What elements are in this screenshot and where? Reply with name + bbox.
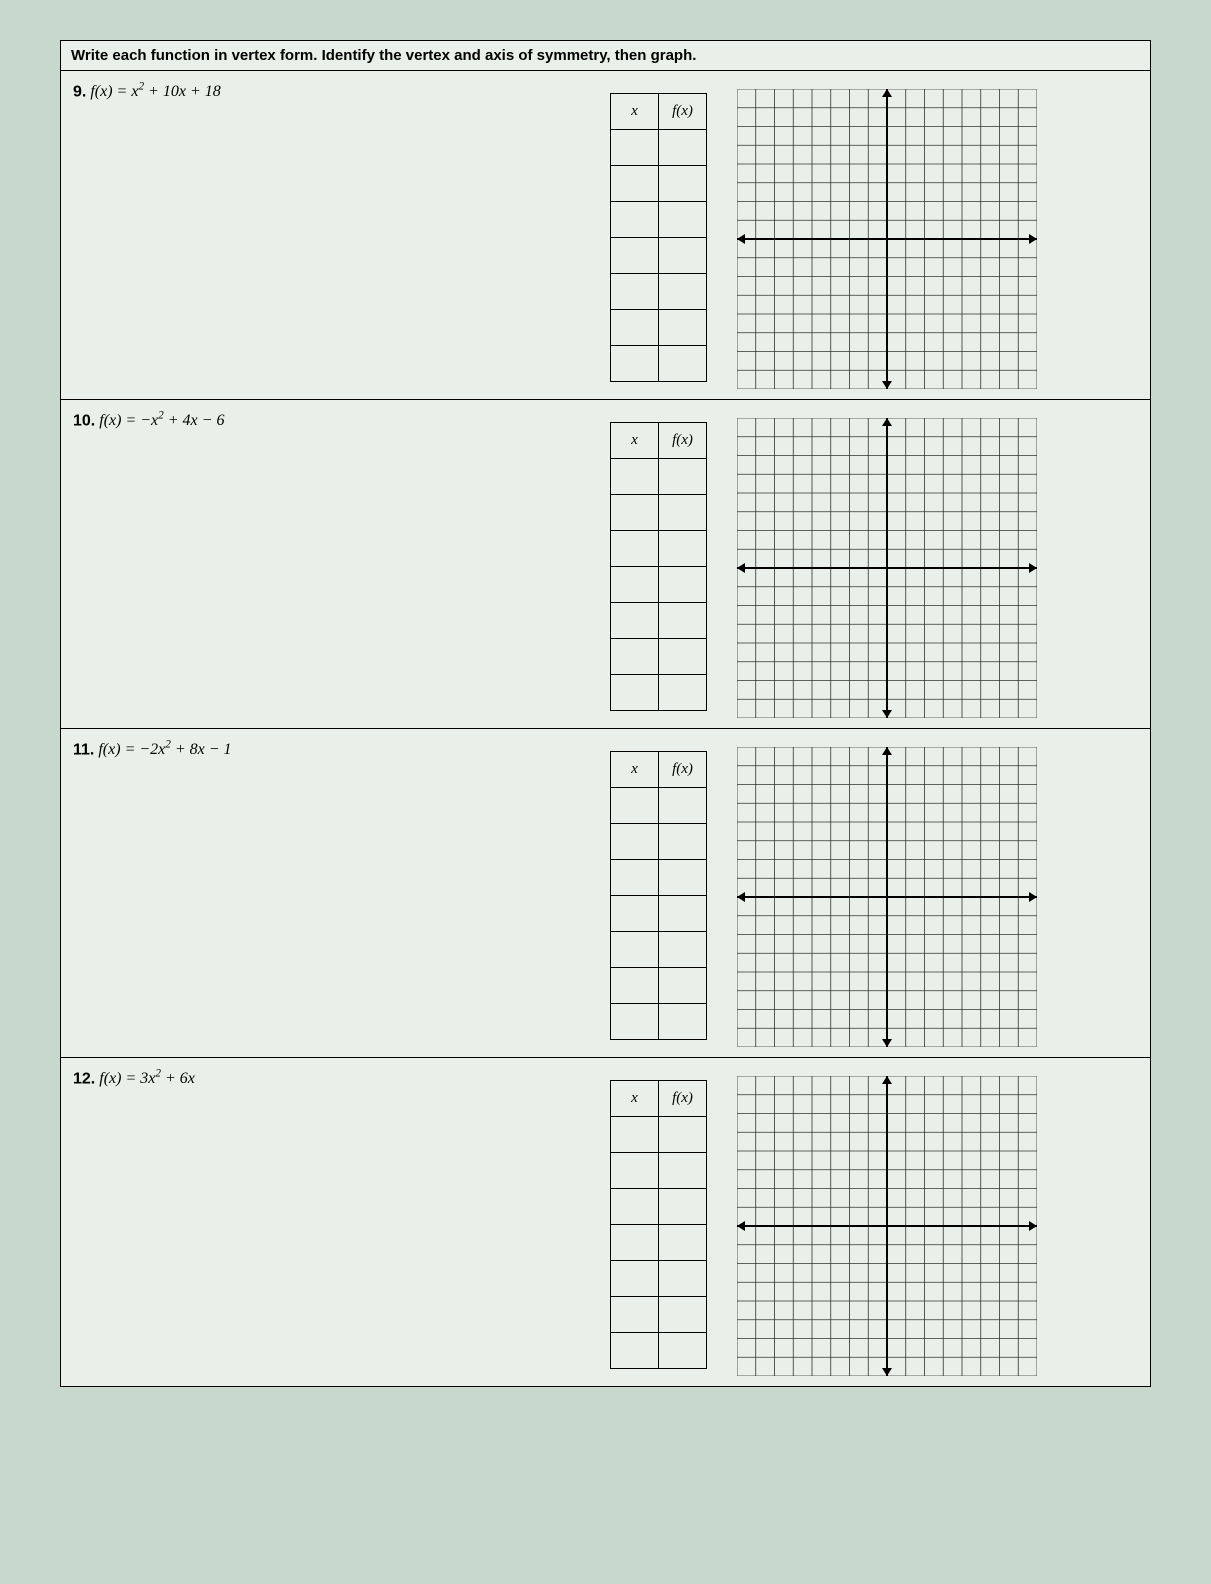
table-cell [611, 238, 659, 274]
table-cell [659, 531, 707, 567]
table-header-fx: f(x) [659, 1081, 707, 1117]
right-area: x f(x) [610, 400, 1150, 728]
table-cell [659, 1297, 707, 1333]
problem-number: 11. [73, 741, 94, 758]
graph-grid [737, 418, 1037, 718]
problem-row: 12. f(x) = 3x2 + 6x x f(x) [61, 1058, 1150, 1386]
table-header-x: x [611, 752, 659, 788]
table-cell [659, 860, 707, 896]
table-cell [659, 1333, 707, 1369]
table-cell [659, 202, 707, 238]
table-cell [611, 1225, 659, 1261]
table-header-fx: f(x) [659, 752, 707, 788]
problem-number: 10. [73, 412, 95, 429]
table-cell [659, 896, 707, 932]
problem-row: 10. f(x) = −x2 + 4x − 6 x f(x) [61, 400, 1150, 729]
table-cell [659, 603, 707, 639]
table-cell [611, 603, 659, 639]
table-header-fx: f(x) [659, 94, 707, 130]
graph-grid [737, 89, 1037, 389]
table-cell [659, 1117, 707, 1153]
table-cell [659, 166, 707, 202]
table-cell [659, 824, 707, 860]
table-cell [611, 310, 659, 346]
table-cell [659, 274, 707, 310]
table-header-x: x [611, 94, 659, 130]
table-cell [659, 675, 707, 711]
table-cell [611, 495, 659, 531]
table-cell [611, 1189, 659, 1225]
problem-equation: f(x) = 3x2 + 6x [99, 1070, 195, 1087]
table-cell [611, 932, 659, 968]
right-area: x f(x) [610, 71, 1150, 399]
table-cell [611, 639, 659, 675]
table-cell [659, 1189, 707, 1225]
table-cell [611, 788, 659, 824]
table-cell [611, 166, 659, 202]
graph-grid [737, 747, 1037, 1047]
table-cell [659, 495, 707, 531]
right-area: x f(x) [610, 729, 1150, 1057]
problem-equation: f(x) = −x2 + 4x − 6 [99, 412, 224, 429]
table-header-x: x [611, 423, 659, 459]
table-cell [659, 1261, 707, 1297]
table-header-x: x [611, 1081, 659, 1117]
table-cell [611, 896, 659, 932]
value-table: x f(x) [610, 422, 707, 711]
value-table: x f(x) [610, 93, 707, 382]
problem-number: 12. [73, 1070, 95, 1087]
table-cell [659, 310, 707, 346]
table-cell [611, 1261, 659, 1297]
worksheet: Write each function in vertex form. Iden… [60, 40, 1151, 1387]
table-cell [611, 1153, 659, 1189]
work-area: 9. f(x) = x2 + 10x + 18 [61, 71, 610, 399]
table-cell [659, 346, 707, 382]
work-area: 12. f(x) = 3x2 + 6x [61, 1058, 610, 1386]
problem-number: 9. [73, 83, 86, 100]
problems-container: 9. f(x) = x2 + 10x + 18 x f(x) 10. f(x) … [61, 71, 1150, 1386]
problem-row: 9. f(x) = x2 + 10x + 18 x f(x) [61, 71, 1150, 400]
table-cell [611, 130, 659, 166]
table-cell [659, 639, 707, 675]
table-cell [659, 968, 707, 1004]
value-table: x f(x) [610, 1080, 707, 1369]
table-cell [611, 274, 659, 310]
table-cell [659, 1225, 707, 1261]
table-cell [611, 1004, 659, 1040]
table-cell [659, 459, 707, 495]
table-cell [611, 968, 659, 1004]
work-area: 11. f(x) = −2x2 + 8x − 1 [61, 729, 610, 1057]
table-cell [611, 1117, 659, 1153]
right-area: x f(x) [610, 1058, 1150, 1386]
table-cell [659, 932, 707, 968]
graph-grid [737, 1076, 1037, 1376]
table-cell [611, 202, 659, 238]
table-cell [659, 1153, 707, 1189]
work-area: 10. f(x) = −x2 + 4x − 6 [61, 400, 610, 728]
table-cell [611, 1297, 659, 1333]
table-cell [659, 130, 707, 166]
table-cell [659, 1004, 707, 1040]
table-cell [611, 567, 659, 603]
table-cell [611, 824, 659, 860]
table-cell [659, 238, 707, 274]
table-header-fx: f(x) [659, 423, 707, 459]
table-cell [659, 567, 707, 603]
table-cell [611, 675, 659, 711]
table-cell [611, 860, 659, 896]
table-cell [659, 788, 707, 824]
table-cell [611, 459, 659, 495]
instructions-header: Write each function in vertex form. Iden… [61, 41, 1150, 71]
table-cell [611, 346, 659, 382]
problem-equation: f(x) = −2x2 + 8x − 1 [98, 741, 231, 758]
value-table: x f(x) [610, 751, 707, 1040]
table-cell [611, 1333, 659, 1369]
problem-row: 11. f(x) = −2x2 + 8x − 1 x f(x) [61, 729, 1150, 1058]
table-cell [611, 531, 659, 567]
problem-equation: f(x) = x2 + 10x + 18 [90, 83, 220, 100]
